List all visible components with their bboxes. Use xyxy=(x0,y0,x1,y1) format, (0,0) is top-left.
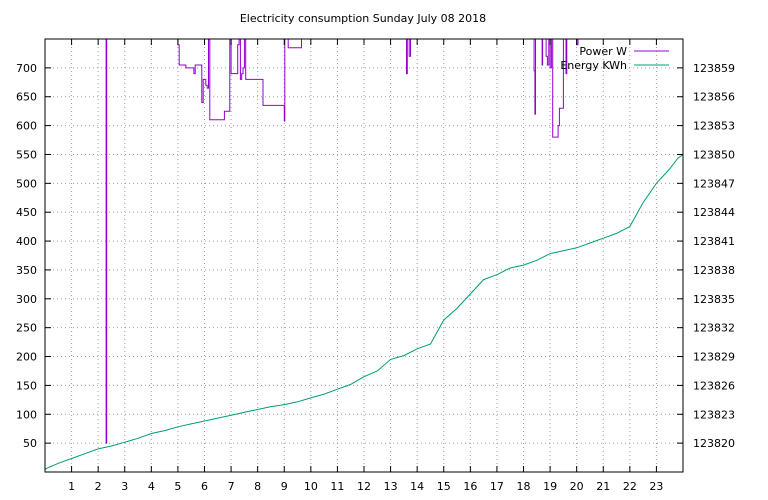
y-right-tick-label: 123853 xyxy=(693,120,735,133)
legend: Power W Energy KWh xyxy=(560,45,669,72)
x-tick-label: 14 xyxy=(410,480,424,493)
x-tick-label: 7 xyxy=(228,480,235,493)
x-tick-label: 6 xyxy=(201,480,208,493)
grid xyxy=(45,39,683,472)
y-left-tick-label: 550 xyxy=(16,148,37,161)
y-right-tick-label: 123850 xyxy=(693,148,735,161)
x-tick-label: 4 xyxy=(148,480,155,493)
series-lines xyxy=(45,39,683,470)
x-tick-label: 19 xyxy=(543,480,557,493)
x-tick-label: 20 xyxy=(570,480,584,493)
y-left-tick-label: 450 xyxy=(16,206,37,219)
x-tick-label: 8 xyxy=(254,480,261,493)
y-right-tick-label: 123856 xyxy=(693,91,735,104)
y-right-tick-label: 123841 xyxy=(693,235,735,248)
series-line-power xyxy=(105,39,579,444)
y-left-tick-label: 250 xyxy=(16,322,37,335)
legend-label-power: Power W xyxy=(579,45,627,58)
x-tick-label: 1 xyxy=(68,480,75,493)
y-left-tick-label: 300 xyxy=(16,293,37,306)
y-right-tick-label: 123835 xyxy=(693,293,735,306)
y-right-tick-label: 123826 xyxy=(693,379,735,392)
y-right-tick-label: 123820 xyxy=(693,437,735,450)
x-tick-label: 18 xyxy=(517,480,531,493)
x-tick-label: 10 xyxy=(304,480,318,493)
y-left-tick-label: 100 xyxy=(16,408,37,421)
y-left-tick-label: 400 xyxy=(16,235,37,248)
y-left-tick-label: 600 xyxy=(16,120,37,133)
x-tick-label: 3 xyxy=(121,480,128,493)
x-tick-label: 17 xyxy=(490,480,504,493)
x-tick-label: 15 xyxy=(437,480,451,493)
x-tick-label: 21 xyxy=(596,480,610,493)
legend-label-energy: Energy KWh xyxy=(560,59,627,72)
y-left-tick-label: 650 xyxy=(16,91,37,104)
y-right-tick-label: 123829 xyxy=(693,351,735,364)
y-left-tick-label: 200 xyxy=(16,351,37,364)
series-line-energy xyxy=(45,154,683,470)
x-tick-label: 5 xyxy=(174,480,181,493)
y-left-tick-label: 350 xyxy=(16,264,37,277)
y-left-tick-label: 700 xyxy=(16,62,37,75)
y-right-tick-label: 123838 xyxy=(693,264,735,277)
x-tick-label: 16 xyxy=(463,480,477,493)
y-left-tick-label: 150 xyxy=(16,379,37,392)
x-tick-label: 9 xyxy=(281,480,288,493)
x-tick-label: 11 xyxy=(330,480,344,493)
y-right-tick-label: 123847 xyxy=(693,177,735,190)
x-tick-label: 12 xyxy=(357,480,371,493)
y-right-tick-label: 123844 xyxy=(693,206,735,219)
y-left-tick-label: 50 xyxy=(23,437,37,450)
y-right-tick-label: 123832 xyxy=(693,322,735,335)
chart-title: Electricity consumption Sunday July 08 2… xyxy=(240,12,486,25)
x-tick-label: 23 xyxy=(649,480,663,493)
axes: 50 100 150 200 250 300 350 400 450 500 550 600 650 70… xyxy=(16,39,735,493)
y-left-tick-label: 500 xyxy=(16,177,37,190)
x-tick-label: 13 xyxy=(384,480,398,493)
y-right-tick-label: 123823 xyxy=(693,408,735,421)
y-right-tick-label: 123859 xyxy=(693,62,735,75)
x-tick-label: 2 xyxy=(95,480,102,493)
x-tick-label: 22 xyxy=(623,480,637,493)
